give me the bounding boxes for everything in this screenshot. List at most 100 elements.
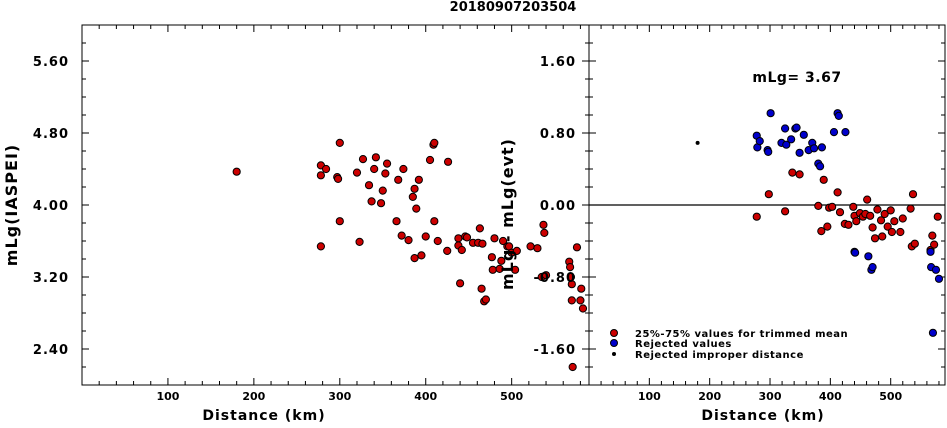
left-point-series-0 [412,204,421,213]
left-point-series-0 [417,251,426,260]
legend-marker-improper-distance [612,352,616,356]
left-point-series-0 [481,295,490,304]
left-point-series-0 [488,265,497,274]
legend-label-trimmed-mean: 25%-75% values for trimmed mean [635,329,848,340]
left-point-series-0 [421,232,430,241]
left-point-series-0 [414,175,423,184]
right-point-series-0 [781,207,790,216]
left-point-series-0 [572,243,582,252]
right-point-series-0 [896,227,905,237]
left-point-series-0 [352,168,362,177]
left-point-series-0 [457,245,466,255]
left-point-series-0 [381,169,390,178]
left-points [232,138,588,372]
right-point-series-1 [782,140,791,149]
left-point-series-0 [376,199,386,208]
right-point-series-0 [833,188,842,197]
left-point-series-0 [367,197,376,206]
left-point-series-0 [462,233,472,242]
right-x-axis-label: Distance (km) [701,408,824,424]
left-point-series-0 [408,192,417,201]
right-point-series-0 [863,195,872,204]
left-point-series-0 [477,284,486,293]
left-point-series-0 [378,186,387,195]
left-point-series-0 [358,155,368,164]
left-point-series-0 [425,155,435,165]
right-point-series-0 [910,239,919,248]
legend-marker-trimmed-mean [610,329,618,337]
left-point-series-0 [512,246,521,255]
right-point-series-0 [764,190,773,199]
right-ticks: 100 200 300 400 500 -1.60 -0.80 0.00 0.80 1.60 [534,25,945,403]
left-point-series-0 [565,263,575,272]
right-point-series-0 [928,231,937,240]
left-point-series-0 [335,138,344,147]
figure-title: 20180907203504 [450,0,577,15]
left-x-tick-label: 500 [500,390,523,403]
right-point-series-0 [908,190,918,199]
left-point-series-0 [576,296,585,305]
right-point-series-1 [841,128,850,137]
right-point-series-1 [795,148,804,157]
left-point-series-0 [541,271,551,280]
left-point-series-0 [433,236,442,246]
right-x-tick-label: 200 [698,390,721,403]
left-point-series-0 [577,284,586,293]
right-point-series-0 [868,223,877,232]
right-point-series-0 [883,222,892,231]
left-point-series-0 [490,234,499,243]
right-point-series-0 [835,208,845,217]
right-point-series-0 [828,202,837,211]
right-point-series-2 [695,140,700,145]
right-x-tick-label: 300 [759,390,782,403]
right-point-series-1 [934,274,944,283]
left-x-tick-label: 100 [156,390,179,403]
left-point-series-0 [497,256,506,265]
left-point-series-0 [454,234,463,243]
right-point-series-1 [781,124,790,133]
left-x-tick-label: 200 [242,390,265,403]
right-annotation: mLg= 3.67 [752,70,841,86]
right-y-tick-label: -1.60 [534,343,576,358]
right-point-series-1 [755,137,764,146]
left-ticks: 100 200 300 400 500 2.40 3.20 4.00 4.80 5.60 [33,25,589,403]
left-y-tick-label: 4.80 [33,127,69,142]
right-point-series-1 [799,130,808,139]
right-point-series-0 [878,232,887,241]
left-y-axis-label: mLg(IASPEI) [2,144,21,266]
left-panel: 100 200 300 400 500 2.40 3.20 4.00 4.80 5.60 Dist… [2,24,590,424]
right-point-series-0 [866,211,875,220]
right-point-series-0 [898,214,907,223]
right-point-series-1 [809,144,819,153]
left-point-series-0 [355,237,364,246]
legend-label-rejected: Rejected values [635,339,732,350]
left-point-series-0 [316,171,325,180]
right-x-tick-label: 400 [819,390,842,403]
left-point-series-0 [456,279,465,288]
right-point-series-0 [890,217,899,226]
right-point-series-1 [787,135,796,144]
right-point-series-1 [834,111,843,121]
right-point-series-0 [930,240,939,249]
left-point-series-0 [475,224,484,233]
right-point-series-1 [766,109,775,118]
left-point-series-0 [533,244,542,253]
right-y-tick-label: -0.80 [534,271,576,286]
left-point-series-0 [539,220,548,229]
right-point-series-0 [823,222,832,231]
right-point-series-0 [933,212,942,221]
left-point-series-0 [526,242,535,251]
right-point-series-0 [870,234,880,243]
right-point-series-0 [817,227,826,236]
left-point-series-0 [495,264,504,273]
left-point-series-0 [392,217,401,226]
left-x-tick-label: 400 [414,390,437,403]
left-point-series-0 [567,296,576,305]
left-point-series-0 [410,254,419,263]
right-point-series-0 [788,168,797,177]
left-y-tick-label: 5.60 [33,55,69,70]
left-y-tick-label: 2.40 [33,343,69,358]
right-point-series-0 [849,202,858,211]
left-point-series-0 [232,167,241,176]
